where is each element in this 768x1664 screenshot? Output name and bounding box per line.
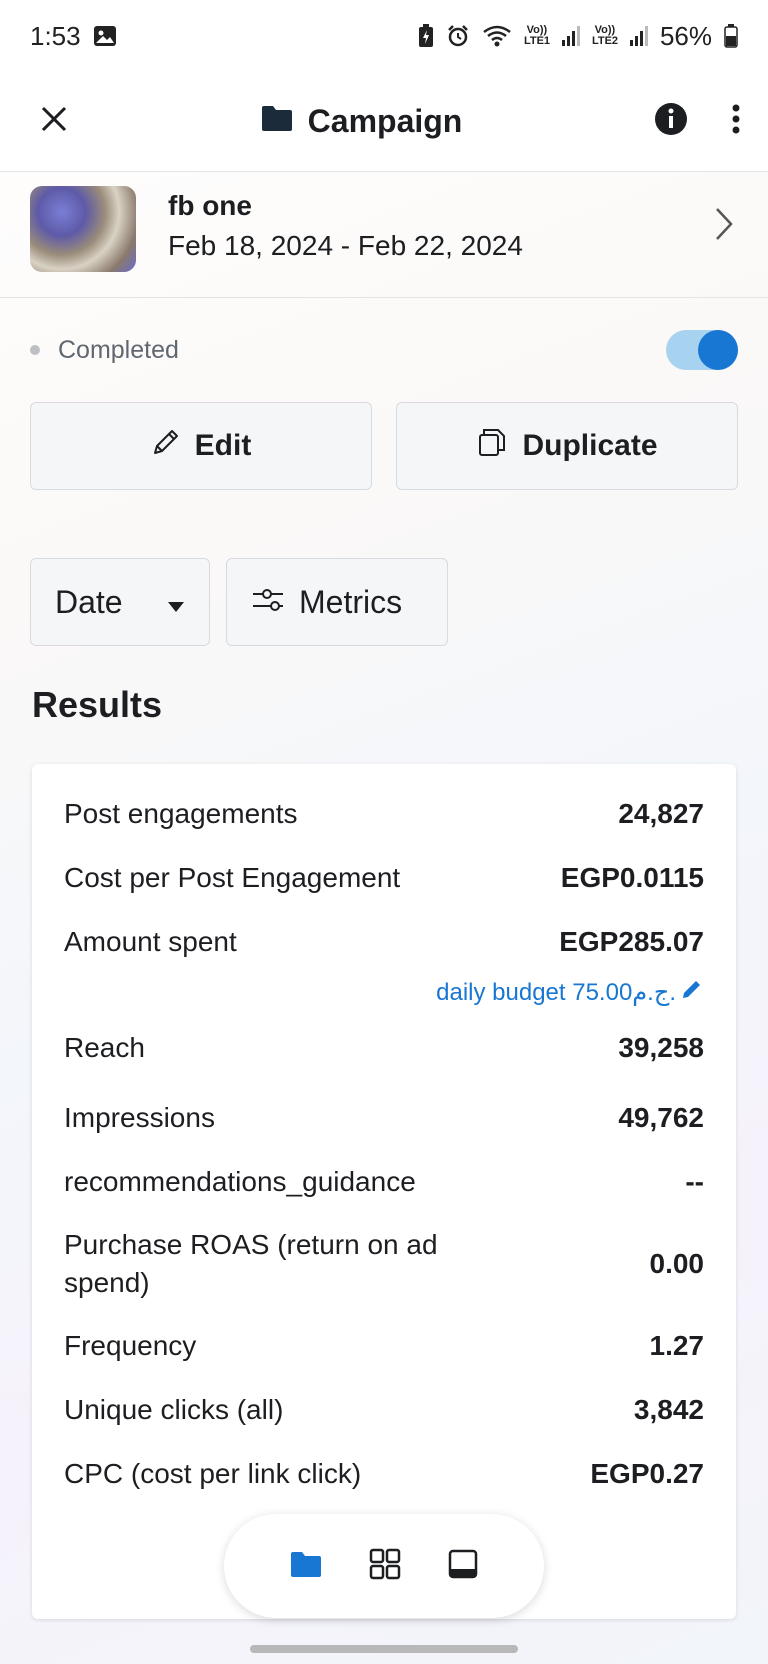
metric-row: Impressions 49,762 — [64, 1086, 704, 1150]
gallery-icon — [93, 25, 117, 47]
metric-row: Frequency 1.27 — [64, 1314, 704, 1378]
metric-value: 1.27 — [649, 1330, 705, 1361]
daily-budget-link[interactable]: daily budget 75.00ج.م. — [64, 974, 704, 1010]
toggle-knob — [698, 330, 738, 370]
metric-value: 49,762 — [618, 1102, 704, 1133]
metric-label: recommendations_guidance — [64, 1166, 416, 1197]
metric-value: EGP0.27 — [590, 1458, 704, 1489]
page-title-text: Campaign — [307, 103, 463, 139]
duplicate-icon — [476, 426, 508, 466]
status-label: Completed — [58, 335, 179, 364]
metric-row: Post engagements 24,827 — [64, 782, 704, 846]
tablet-icon[interactable] — [447, 1548, 479, 1585]
results-card: Post engagements 24,827 Cost per Post En… — [32, 764, 736, 1619]
close-icon[interactable] — [40, 105, 68, 138]
metric-value: 39,258 — [618, 1032, 704, 1063]
bottom-nav — [224, 1514, 544, 1618]
duplicate-button[interactable]: Duplicate — [396, 402, 738, 490]
metric-value: EGP285.07 — [559, 926, 704, 957]
caret-down-icon — [167, 584, 185, 621]
folder-icon — [260, 103, 294, 140]
results-heading: Results — [32, 684, 163, 725]
metric-row: Purchase ROAS (return on ad spend) 0.00 — [64, 1214, 704, 1314]
folder-icon[interactable] — [289, 1550, 323, 1583]
campaign-summary[interactable]: fb one Feb 18, 2024 - Feb 22, 2024 — [0, 172, 768, 298]
edit-button-label: Edit — [194, 429, 252, 462]
metric-label: Cost per Post Engagement — [64, 862, 401, 893]
more-icon[interactable] — [732, 104, 740, 139]
action-buttons: Edit Duplicate — [0, 402, 768, 490]
daily-budget-text: daily budget 75.00ج.م. — [436, 978, 676, 1006]
signal-icon — [561, 26, 580, 46]
metric-label: Post engagements — [64, 798, 298, 829]
status-dot — [30, 345, 40, 355]
metric-label: Amount spent — [64, 926, 237, 957]
metric-label: CPC (cost per link click) — [64, 1458, 362, 1489]
gesture-bar — [250, 1645, 518, 1653]
metric-row: recommendations_guidance -- — [64, 1150, 704, 1214]
app-header: Campaign — [0, 72, 768, 172]
metric-label: Purchase ROAS (return on ad spend) — [64, 1229, 438, 1298]
sliders-icon — [251, 584, 285, 621]
sim1-label: Vo)) LTE1 — [523, 24, 551, 47]
campaign-toggle[interactable] — [666, 330, 738, 370]
metric-value: -- — [685, 1166, 704, 1197]
duplicate-button-label: Duplicate — [522, 429, 658, 462]
metrics-button[interactable]: Metrics — [226, 558, 448, 646]
metric-row: Amount spent EGP285.07 — [64, 910, 704, 974]
metric-row: Cost per Post Engagement EGP0.0115 — [64, 846, 704, 910]
pencil-icon — [151, 427, 181, 465]
campaign-thumbnail — [30, 185, 136, 272]
date-filter-button[interactable]: Date — [30, 558, 210, 646]
battery-percent: 56% — [659, 20, 712, 51]
status-bar: 1:53 Vo)) LTE1 Vo)) LTE2 56% — [0, 0, 768, 72]
edit-button[interactable]: Edit — [30, 402, 372, 490]
metric-row: Reach 39,258 — [64, 1010, 704, 1086]
campaign-name: fb one — [168, 189, 252, 221]
metric-label: Reach — [64, 1032, 145, 1063]
info-icon[interactable] — [654, 102, 688, 141]
date-filter-label: Date — [55, 583, 123, 620]
metric-label: Unique clicks (all) — [64, 1394, 284, 1425]
metric-value: EGP0.0115 — [560, 862, 704, 893]
page-title: Campaign — [260, 103, 463, 140]
metric-value: 3,842 — [633, 1394, 704, 1425]
metric-label: Frequency — [64, 1330, 197, 1361]
status-row: Completed — [0, 298, 768, 402]
metric-row: Unique clicks (all) 3,842 — [64, 1378, 704, 1442]
grid-icon[interactable] — [369, 1548, 401, 1585]
sim2-label: Vo)) LTE2 — [591, 24, 619, 47]
alarm-icon — [446, 24, 470, 48]
status-time: 1:53 — [30, 20, 81, 51]
metric-row: CPC (cost per link click) EGP0.27 — [64, 1442, 704, 1506]
pencil-icon — [680, 977, 704, 1008]
battery-icon — [724, 24, 738, 48]
chevron-right-icon — [714, 206, 734, 247]
battery-saver-icon — [418, 24, 434, 48]
metric-value: 24,827 — [618, 798, 704, 829]
signal-icon — [629, 26, 648, 46]
metric-label: Impressions — [64, 1102, 215, 1133]
metric-value: 0.00 — [649, 1248, 705, 1279]
metrics-label: Metrics — [299, 583, 403, 620]
wifi-icon — [482, 24, 512, 48]
campaign-dates: Feb 18, 2024 - Feb 22, 2024 — [168, 229, 523, 261]
filter-row: Date Metrics — [0, 558, 768, 646]
